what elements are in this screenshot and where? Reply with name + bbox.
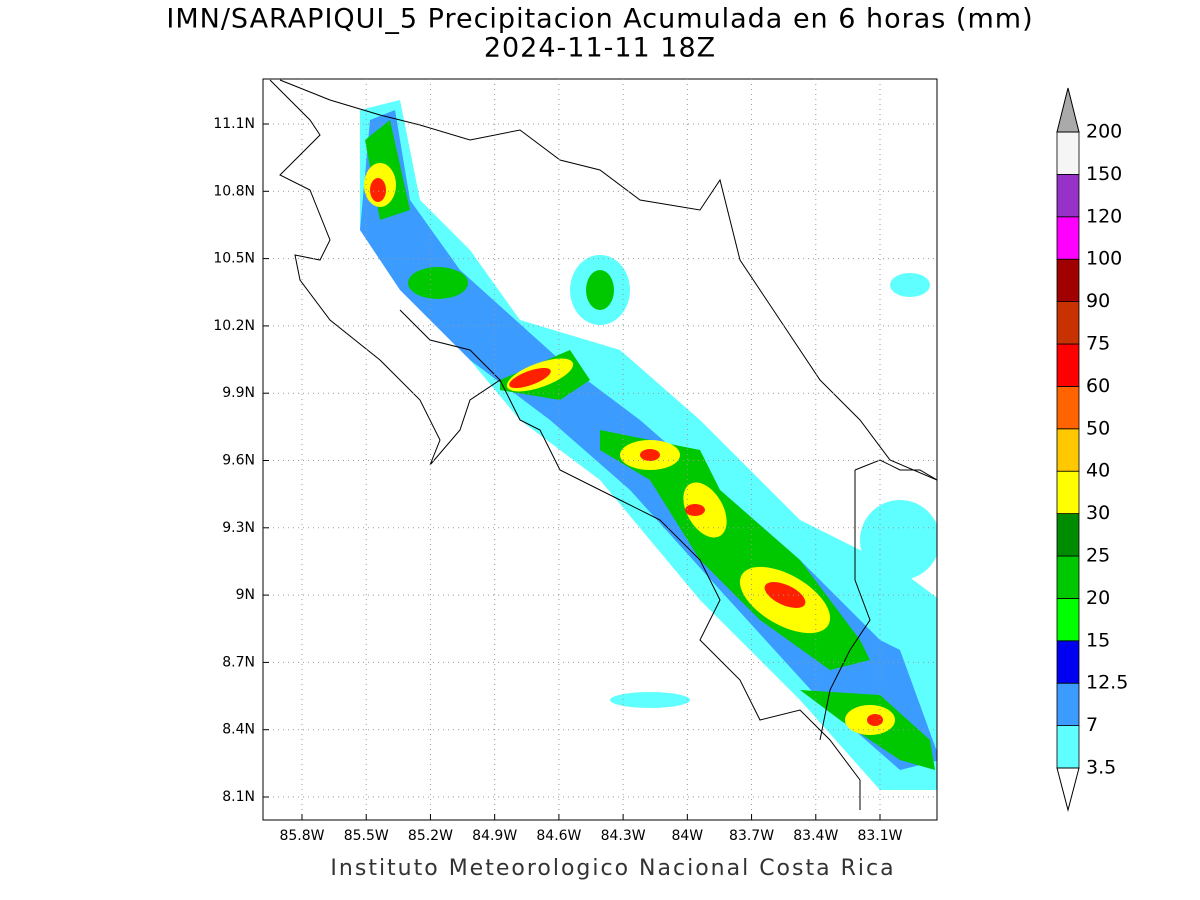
map-subtitle: 2024-11-11 18Z bbox=[484, 33, 716, 64]
lon-tick-label: 84.9W bbox=[472, 828, 517, 844]
colorbar-label: 75 bbox=[1086, 333, 1110, 355]
colorbar-swatch bbox=[1056, 301, 1080, 345]
colorbar-swatch bbox=[1056, 598, 1080, 642]
lon-tick-label: 85.8W bbox=[279, 828, 324, 844]
map-title: IMN/SARAPIQUI_5 Precipitacion Acumulada … bbox=[166, 4, 1033, 35]
colorbar-label: 15 bbox=[1086, 629, 1110, 651]
lat-tick-label: 11.1N bbox=[213, 116, 255, 132]
lon-tick-label: 84W bbox=[671, 828, 703, 844]
lat-tick-label: 9.6N bbox=[222, 453, 255, 469]
colorbar-label: 30 bbox=[1086, 502, 1110, 524]
colorbar-label: 40 bbox=[1086, 460, 1110, 482]
colorbar-label: 25 bbox=[1086, 545, 1110, 567]
precip-field bbox=[360, 100, 937, 790]
colorbar-label: 3.5 bbox=[1086, 757, 1116, 779]
colorbar-swatch bbox=[1056, 428, 1080, 472]
lon-tick-label: 85.5W bbox=[344, 828, 389, 844]
colorbar-over bbox=[1056, 87, 1080, 133]
colorbar-label: 12.5 bbox=[1086, 672, 1128, 694]
lat-tick-label: 10.2N bbox=[213, 318, 255, 334]
colorbar-swatch bbox=[1056, 131, 1080, 175]
colorbar-label: 90 bbox=[1086, 290, 1110, 312]
colorbar-label: 200 bbox=[1086, 121, 1122, 143]
colorbar-label: 50 bbox=[1086, 417, 1110, 439]
colorbar-swatch bbox=[1056, 258, 1080, 303]
colorbar-label: 120 bbox=[1086, 205, 1122, 227]
lon-tick-label: 84.3W bbox=[601, 828, 646, 844]
colorbar-under bbox=[1056, 767, 1080, 812]
colorbar-swatch bbox=[1056, 682, 1080, 727]
precip-red bbox=[370, 178, 883, 726]
lat-tick-label: 9.3N bbox=[222, 520, 255, 536]
colorbar-label: 7 bbox=[1086, 714, 1098, 736]
colorbar-swatch bbox=[1056, 725, 1080, 769]
lon-tick-label: 83.7W bbox=[729, 828, 774, 844]
colorbar-label: 60 bbox=[1086, 375, 1110, 397]
lat-tick-label: 9.9N bbox=[222, 385, 255, 401]
colorbar-label: 100 bbox=[1086, 248, 1122, 270]
lon-tick-label: 85.2W bbox=[408, 828, 453, 844]
colorbar-swatch bbox=[1056, 555, 1080, 599]
colorbar-swatch bbox=[1056, 470, 1080, 515]
colorbar-swatch bbox=[1056, 640, 1080, 684]
lat-tick-label: 10.8N bbox=[213, 183, 255, 199]
colorbar-swatch bbox=[1056, 216, 1080, 260]
colorbar-label: 150 bbox=[1086, 163, 1122, 185]
lat-tick-label: 9N bbox=[236, 587, 255, 603]
lon-tick-label: 83.4W bbox=[793, 828, 838, 844]
lat-tick-label: 10.5N bbox=[213, 251, 255, 267]
map-frame bbox=[262, 78, 938, 821]
lon-tick-label: 84.6W bbox=[536, 828, 581, 844]
colorbar-swatch bbox=[1056, 343, 1080, 387]
colorbar-swatch bbox=[1056, 173, 1080, 218]
colorbar-swatch bbox=[1056, 513, 1080, 557]
colorbar-label: 20 bbox=[1086, 587, 1110, 609]
lat-tick-label: 8.4N bbox=[222, 722, 255, 738]
colorbar-swatch bbox=[1056, 385, 1080, 430]
lat-tick-label: 8.1N bbox=[222, 789, 255, 805]
lat-tick-label: 8.7N bbox=[222, 654, 255, 670]
footer: Instituto Meteorologico Nacional Costa R… bbox=[330, 856, 895, 881]
lon-tick-label: 83.1W bbox=[857, 828, 902, 844]
